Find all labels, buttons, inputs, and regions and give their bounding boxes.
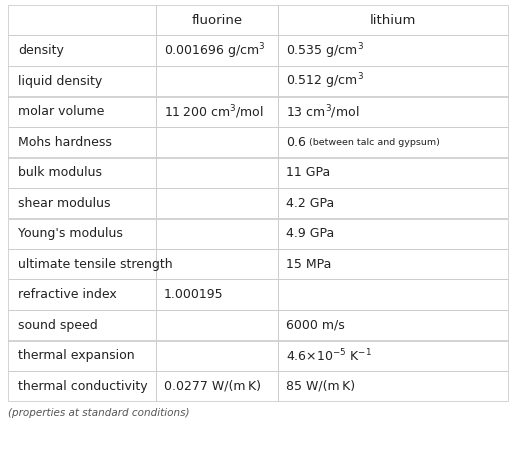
Bar (8, 127, 155, 157)
Bar (8, 35, 155, 66)
Bar (155, 5, 278, 35)
Text: (properties at standard conditions): (properties at standard conditions) (8, 408, 189, 418)
Text: fluorine: fluorine (191, 14, 242, 27)
Text: 0.6: 0.6 (286, 136, 306, 149)
Bar (8, 341, 155, 371)
Bar (278, 66, 508, 96)
Bar (8, 5, 155, 35)
Text: molar volume: molar volume (18, 105, 104, 118)
Bar (278, 249, 508, 280)
Text: 13 cm$^3$/mol: 13 cm$^3$/mol (286, 103, 359, 121)
Text: thermal expansion: thermal expansion (18, 349, 134, 362)
Bar (278, 157, 508, 188)
Text: liquid density: liquid density (18, 75, 102, 88)
Text: 0.0277 W/(m K): 0.0277 W/(m K) (164, 380, 261, 393)
Text: 0.535 g/cm$^3$: 0.535 g/cm$^3$ (286, 41, 364, 61)
Bar (155, 96, 278, 127)
Text: 0.512 g/cm$^3$: 0.512 g/cm$^3$ (286, 72, 364, 91)
Text: 6000 m/s: 6000 m/s (286, 319, 345, 332)
Bar (155, 310, 278, 341)
Text: 11 GPa: 11 GPa (286, 166, 330, 179)
Bar (8, 249, 155, 280)
Text: refractive index: refractive index (18, 288, 117, 301)
Text: bulk modulus: bulk modulus (18, 166, 102, 179)
Bar (155, 249, 278, 280)
Bar (278, 96, 508, 127)
Bar (8, 310, 155, 341)
Bar (155, 157, 278, 188)
Text: (between talc and gypsum): (between talc and gypsum) (306, 138, 439, 147)
Bar (155, 188, 278, 218)
Bar (278, 280, 508, 310)
Text: 4.6×10$^{-5}$ K$^{-1}$: 4.6×10$^{-5}$ K$^{-1}$ (286, 347, 372, 364)
Text: thermal conductivity: thermal conductivity (18, 380, 148, 393)
Text: density: density (18, 44, 64, 57)
Text: shear modulus: shear modulus (18, 197, 110, 210)
Bar (8, 157, 155, 188)
Bar (8, 96, 155, 127)
Bar (278, 218, 508, 249)
Text: 11 200 cm$^3$/mol: 11 200 cm$^3$/mol (164, 103, 263, 121)
Bar (155, 127, 278, 157)
Bar (278, 341, 508, 371)
Bar (155, 35, 278, 66)
Text: ultimate tensile strength: ultimate tensile strength (18, 258, 173, 271)
Text: 1.000195: 1.000195 (164, 288, 223, 301)
Text: 4.2 GPa: 4.2 GPa (286, 197, 334, 210)
Bar (155, 371, 278, 402)
Bar (155, 280, 278, 310)
Text: 0.001696 g/cm$^3$: 0.001696 g/cm$^3$ (164, 41, 265, 61)
Bar (155, 218, 278, 249)
Bar (278, 371, 508, 402)
Text: Young's modulus: Young's modulus (18, 227, 123, 240)
Text: Mohs hardness: Mohs hardness (18, 136, 112, 149)
Bar (155, 66, 278, 96)
Bar (8, 371, 155, 402)
Bar (278, 127, 508, 157)
Bar (8, 218, 155, 249)
Text: 85 W/(m K): 85 W/(m K) (286, 380, 355, 393)
Text: lithium: lithium (370, 14, 416, 27)
Bar (278, 188, 508, 218)
Text: sound speed: sound speed (18, 319, 98, 332)
Bar (278, 310, 508, 341)
Bar (278, 35, 508, 66)
Bar (8, 66, 155, 96)
Bar (155, 341, 278, 371)
Text: 15 MPa: 15 MPa (286, 258, 331, 271)
Text: 4.9 GPa: 4.9 GPa (286, 227, 334, 240)
Bar (8, 280, 155, 310)
Bar (8, 188, 155, 218)
Bar (278, 5, 508, 35)
